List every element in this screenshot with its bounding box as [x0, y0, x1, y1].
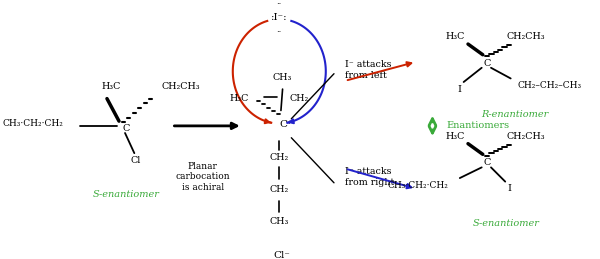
Text: H₃C: H₃C — [101, 82, 121, 91]
Text: C: C — [122, 124, 130, 133]
Text: C: C — [484, 59, 491, 68]
Text: H₃C: H₃C — [446, 132, 465, 141]
Text: R-enantiomer: R-enantiomer — [481, 110, 548, 119]
Text: C: C — [484, 158, 491, 167]
Text: H₃C: H₃C — [446, 32, 465, 41]
Text: CH₂–CH₂–CH₃: CH₂–CH₂–CH₃ — [517, 81, 581, 90]
Text: CH₂: CH₂ — [269, 185, 289, 195]
Text: I⁻ attacks
from right: I⁻ attacks from right — [345, 167, 394, 186]
Text: H₃C: H₃C — [230, 94, 249, 103]
Text: Enantiomers: Enantiomers — [446, 121, 509, 130]
Text: I: I — [458, 85, 462, 93]
Text: S-enantiomer: S-enantiomer — [92, 190, 160, 199]
Text: CH₂CH₃: CH₂CH₃ — [506, 132, 545, 141]
Text: CH₃: CH₃ — [272, 73, 292, 82]
Text: CH₃: CH₃ — [269, 217, 289, 226]
Text: I: I — [507, 184, 511, 193]
Text: CH₃·CH₂·CH₂: CH₃·CH₂·CH₂ — [2, 119, 63, 128]
Text: CH₂CH₃: CH₂CH₃ — [506, 32, 545, 41]
Text: Planar
carbocation
is achiral: Planar carbocation is achiral — [175, 162, 230, 192]
Text: I⁻ attacks
from left: I⁻ attacks from left — [345, 60, 391, 80]
Text: CH₃·CH₂·CH₂: CH₃·CH₂·CH₂ — [388, 181, 449, 190]
Text: Cl⁻: Cl⁻ — [274, 251, 290, 259]
Text: CH₂: CH₂ — [289, 94, 308, 103]
Text: CH₂CH₃: CH₂CH₃ — [161, 82, 200, 91]
Text: C⁺: C⁺ — [280, 120, 293, 129]
Text: Cl: Cl — [131, 156, 141, 165]
Text: ··: ·· — [277, 0, 282, 8]
Text: ··: ·· — [277, 28, 282, 36]
Text: S-enantiomer: S-enantiomer — [473, 219, 540, 228]
Text: :I⁻:: :I⁻: — [271, 13, 287, 23]
Text: CH₂: CH₂ — [269, 153, 289, 162]
